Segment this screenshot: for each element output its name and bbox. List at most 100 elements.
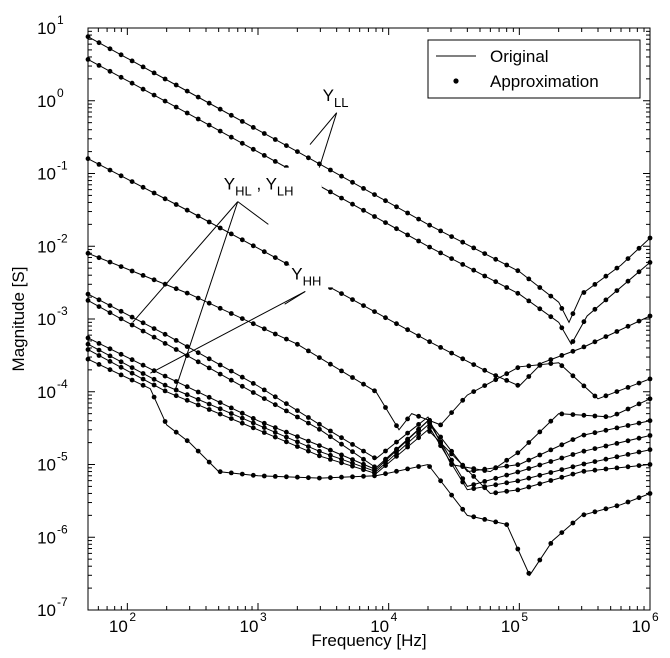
series-9-marker [438,440,443,446]
series-3-marker [228,231,234,237]
series-8-marker [206,401,212,407]
series-4-marker [383,405,388,410]
series-2-marker [107,68,113,74]
series-4-marker [107,259,113,265]
y-tick-exponent: 1 [57,13,64,27]
series-3-marker [361,303,366,308]
series-7-marker [295,434,300,439]
series-3-marker [636,318,642,324]
series-1-marker [581,290,587,295]
series-5-marker [284,401,289,407]
series-1-marker [559,306,565,311]
series-10-marker [162,419,168,424]
x-tick-label: 10 [109,617,128,636]
series-10-marker [140,382,146,388]
series-9-marker [603,466,609,472]
series-10-marker [405,466,410,472]
series-3-marker [239,237,245,243]
series-line-10 [87,358,651,577]
series-2-marker [261,153,267,158]
series-4-marker [515,365,521,371]
series-6-marker [250,390,256,395]
series-3-marker [405,327,410,333]
series-7-marker [471,482,477,487]
series-line-7 [87,337,651,487]
series-6-marker [195,359,201,365]
series-1-marker [306,155,311,161]
series-5-marker [184,344,190,349]
series-7-marker [614,441,620,446]
y-tick-label: 10 [37,19,56,38]
series-8-marker [228,411,234,416]
series-2-marker [383,220,388,226]
series-3-marker [350,297,355,302]
series-6-marker [350,449,355,455]
series-8-marker [416,431,421,436]
series-line-3 [87,158,651,387]
series-9-marker [239,420,245,426]
series-4-marker [592,393,598,399]
series-6-marker [96,304,102,309]
series-7-marker [427,421,432,426]
series-6-marker [636,420,642,426]
series-10-marker [383,471,388,477]
y-tick-exponent: -4 [57,377,68,391]
series-8-marker [328,452,333,458]
series-3-marker [118,173,124,179]
series-6-marker [295,414,300,420]
series-5-marker [162,331,168,337]
series-8-marker [217,406,223,412]
series-3-marker [460,356,466,362]
series-3-marker [592,339,598,345]
series-10-marker [250,472,256,478]
annotation-pointer [309,112,338,145]
series-2-marker [140,86,146,92]
series-2-marker [151,92,157,98]
series-3-marker [383,315,388,321]
series-10-marker [328,475,333,481]
series-2-marker [339,195,344,201]
series-8-marker [250,420,256,426]
series-2-marker [416,238,421,244]
series-2-marker [118,74,124,80]
series-9-marker [449,451,454,457]
series-8-marker [284,434,289,440]
series-5-marker [559,411,565,417]
series-9-marker [405,444,410,450]
series-10-marker [206,459,212,465]
series-2-marker [239,140,245,146]
series-5-marker [306,415,311,420]
series-3-marker [162,196,168,202]
series-4-marker [339,368,344,374]
series-3-marker [625,323,631,329]
series-6-marker [438,434,443,440]
series-9-marker [261,430,267,435]
series-1-marker [383,198,388,204]
series-8-marker [107,353,113,359]
series-9-marker [339,460,344,466]
series-3-marker [449,350,454,356]
series-6-marker [548,447,554,453]
series-6-marker [151,334,157,340]
series-2-marker [372,214,377,219]
series-9-marker [295,444,300,449]
series-7-marker [449,457,454,463]
series-9-marker [184,397,190,403]
annotation-label: YHL , YLH [224,175,294,199]
series-3-marker [261,249,267,255]
series-1-marker [328,167,333,173]
series-7-marker [405,437,410,443]
series-10-marker [228,470,234,476]
series-8-marker [570,464,576,470]
x-axis-label: Frequency [Hz] [311,631,426,650]
series-4-marker [471,389,477,394]
series-4-marker [361,381,366,387]
series-7-marker [129,357,135,363]
series-1-marker [471,245,477,251]
y-tick-exponent: -2 [57,231,68,245]
series-10-marker [129,377,135,383]
series-4-marker [372,388,377,394]
series-2-marker [394,226,399,232]
series-9-marker [272,434,278,440]
series-6-marker [581,432,587,438]
